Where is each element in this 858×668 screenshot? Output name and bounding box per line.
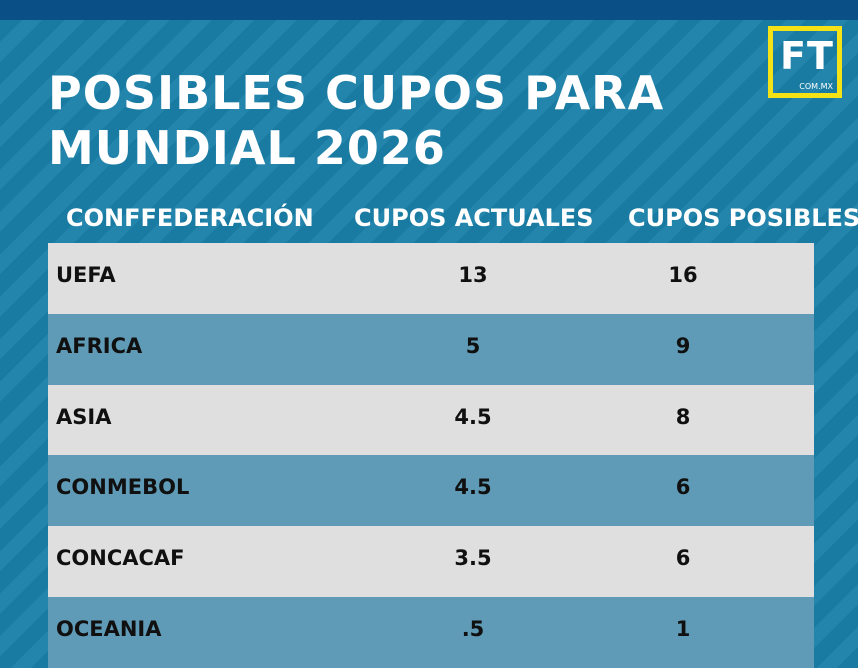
table-row: UEFA 13 16 — [48, 243, 814, 314]
table-row: OCEANIA .5 1 — [48, 596, 814, 668]
possible-spots-cell: 9 — [675, 333, 691, 358]
confederation-cell: OCEANIA — [56, 616, 162, 641]
logo-text: FT — [780, 34, 834, 78]
possible-spots-cell: 1 — [675, 616, 691, 641]
confederation-cell: CONCACAF — [56, 546, 185, 571]
possible-spots-cell: 8 — [675, 404, 691, 429]
current-spots-cell: 4.5 — [454, 475, 492, 500]
table-row: ASIA 4.5 8 — [48, 384, 814, 456]
confederation-cell: AFRICA — [56, 333, 143, 358]
header-current-spots: CUPOS ACTUALES — [354, 204, 594, 232]
table-row: CONCACAF 3.5 6 — [48, 526, 814, 597]
table-row: AFRICA 5 9 — [48, 313, 814, 385]
possible-spots-cell: 6 — [675, 475, 691, 500]
header-possible-spots: CUPOS POSIBLES — [628, 204, 858, 232]
header-confederation: CONFFEDERACIÓN — [66, 204, 314, 232]
possible-spots-cell: 6 — [675, 546, 691, 571]
possible-spots-cell: 16 — [668, 263, 698, 287]
confederation-cell: UEFA — [56, 263, 116, 287]
logo-subtext: COM.MX — [799, 82, 833, 91]
table-row: CONMEBOL 4.5 6 — [48, 455, 814, 527]
top-bar — [0, 0, 858, 20]
current-spots-cell: 3.5 — [454, 546, 492, 571]
page-title: POSIBLES CUPOS PARA MUNDIAL 2026 — [48, 66, 665, 175]
confederation-cell: CONMEBOL — [56, 475, 190, 500]
spots-table: UEFA 13 16 AFRICA 5 9 ASIA 4.5 8 CONMEBO… — [48, 243, 814, 668]
current-spots-cell: .5 — [461, 616, 485, 641]
confederation-cell: ASIA — [56, 404, 112, 429]
current-spots-cell: 4.5 — [454, 404, 492, 429]
current-spots-cell: 5 — [465, 333, 481, 358]
ft-logo: FT COM.MX — [768, 26, 842, 98]
current-spots-cell: 13 — [458, 263, 488, 287]
